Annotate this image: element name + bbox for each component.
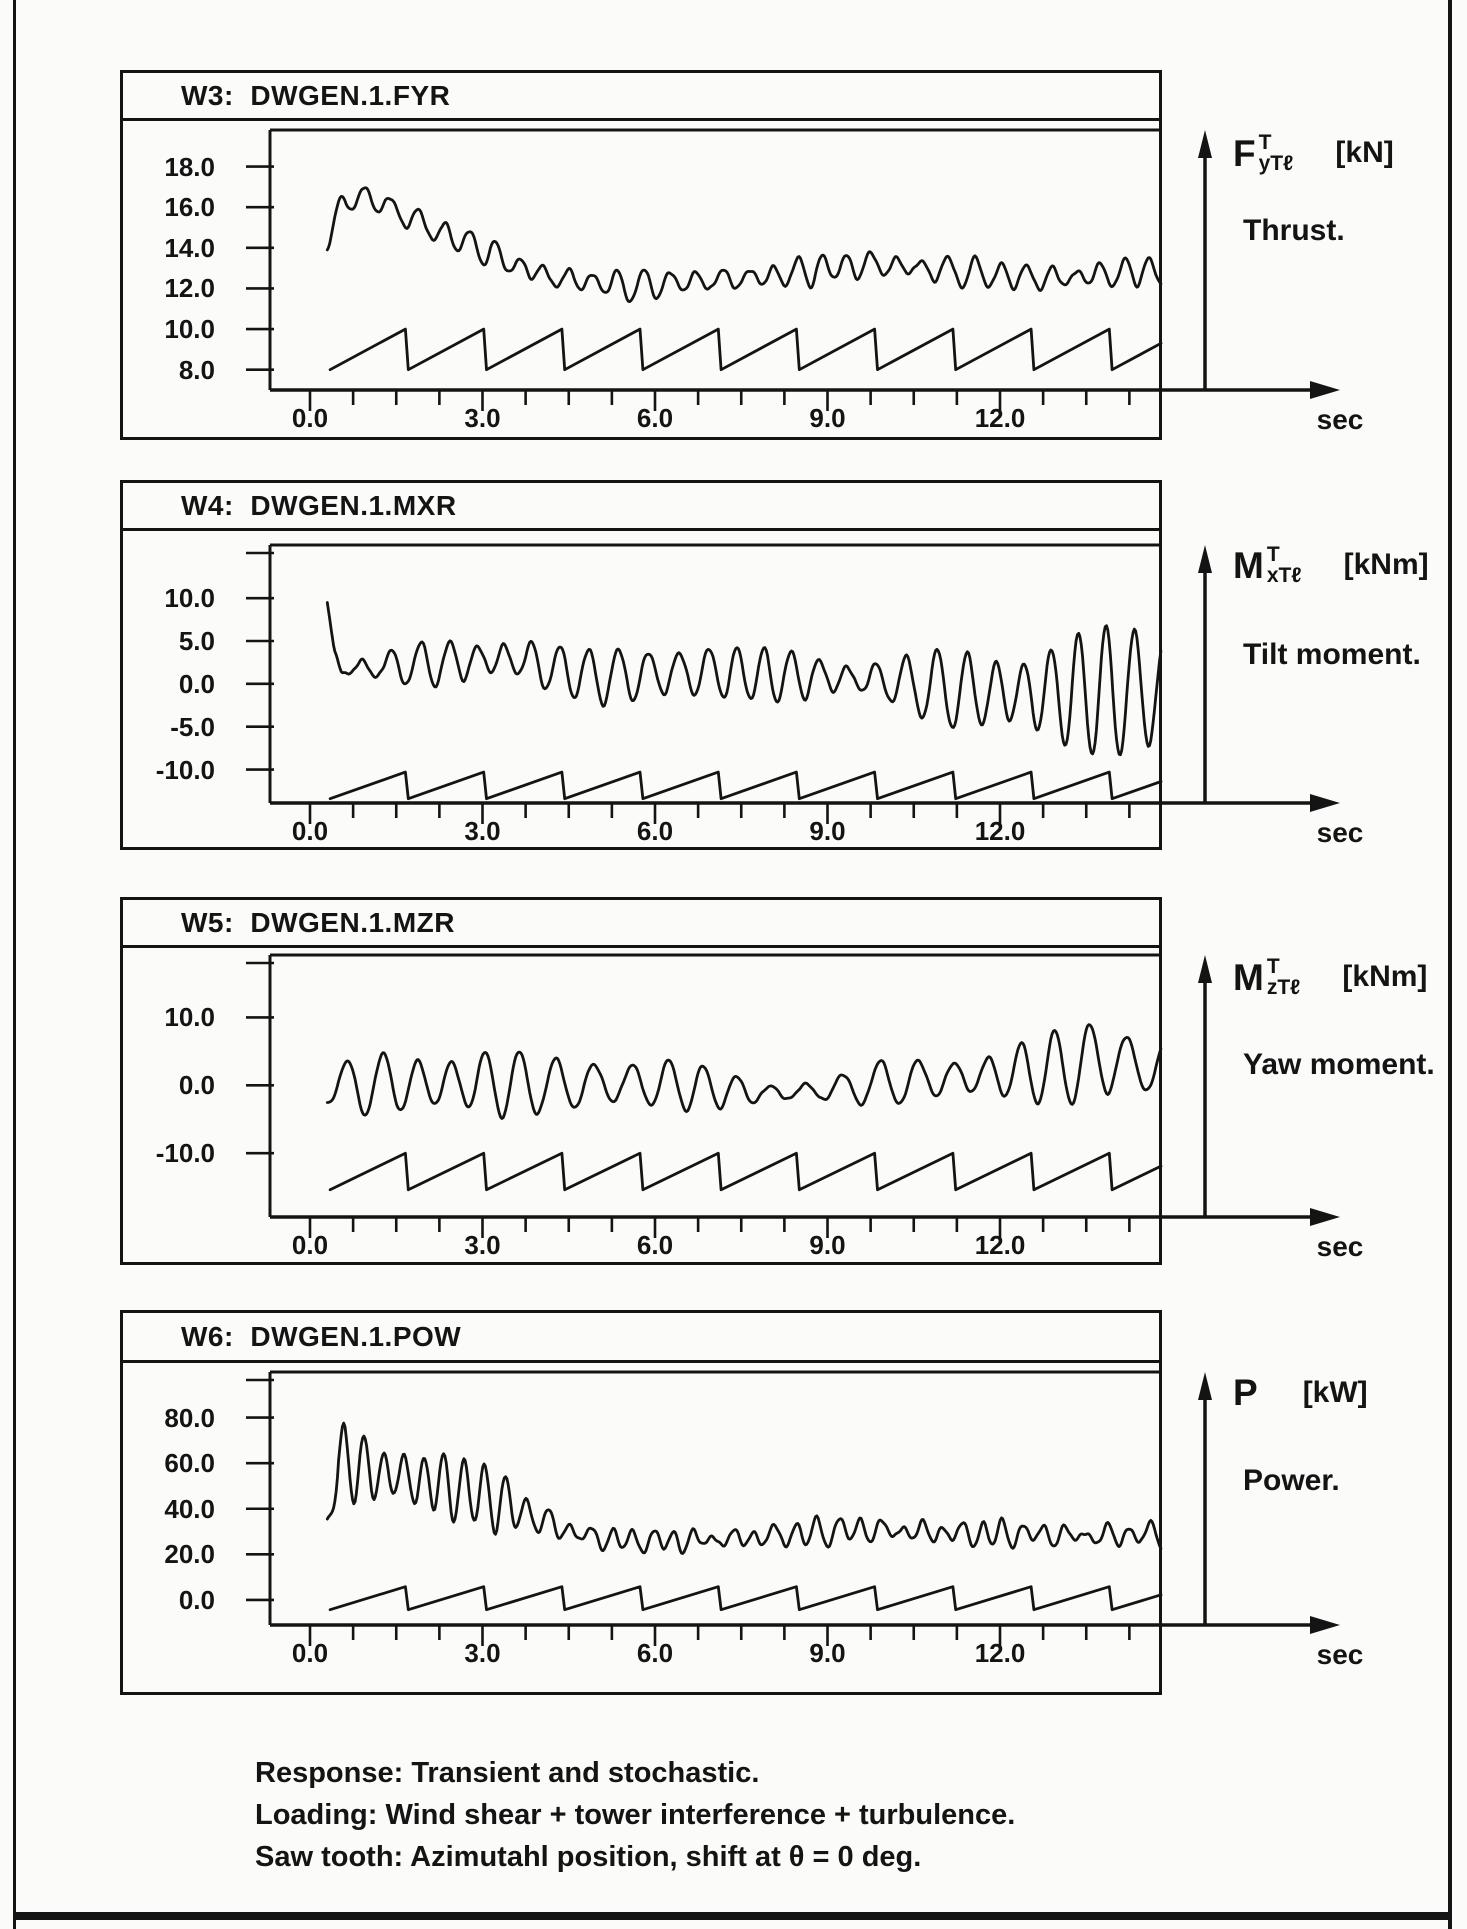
w6-x-tick-label: 12.0 <box>974 1638 1026 1668</box>
w3-y-tick-label: 16.0 <box>164 192 215 223</box>
w6-y-tick-label: 40.0 <box>164 1493 215 1524</box>
w4-x-tick-label: 3.0 <box>464 816 501 846</box>
w5-x-tick-label: 12.0 <box>974 1230 1026 1260</box>
w4-xaxis-unit-label: sec <box>1316 817 1364 848</box>
w5-symbol-base: M <box>1233 956 1264 998</box>
w6-unit-label: [kW] <box>1302 1375 1368 1409</box>
w5-x-tick-label: 9.0 <box>809 1230 846 1260</box>
w6-y-tick-label: 60.0 <box>164 1448 215 1479</box>
w5-y-tick-label: -10.0 <box>155 1138 215 1169</box>
w5-title-bar: W5: DWGEN.1.MZR <box>123 900 1159 948</box>
w6-xaxis-unit-label: sec <box>1316 1639 1364 1670</box>
w4-window-title: W4: DWGEN.1.MXR <box>181 490 457 521</box>
w5-unit-label: [kNm] <box>1342 960 1428 993</box>
w5-x-tick-label: 6.0 <box>636 1230 674 1260</box>
w5-quantity-label: Yaw moment. <box>1243 1048 1435 1081</box>
w6-x-tick-label: 3.0 <box>464 1638 501 1668</box>
w6-window-title: W6: DWGEN.1.POW <box>181 1321 462 1352</box>
w4-y-tick-label: 5.0 <box>178 626 215 656</box>
w3-y-tick-label: 12.0 <box>164 273 215 304</box>
w4-symbol-base: M <box>1233 544 1264 586</box>
w3-axis-label-group: F T yTℓ [kN] <box>1233 132 1394 174</box>
w3-y-tick-label: 14.0 <box>164 232 215 263</box>
w4-title-bar: W4: DWGEN.1.MXR <box>123 483 1159 531</box>
w4-symbol-sub: xTℓ <box>1266 564 1302 587</box>
w4-symbol-stack: T xTℓ <box>1267 544 1302 586</box>
page-border-right <box>1448 0 1452 1929</box>
w3-x-tick-label: 6.0 <box>636 403 674 433</box>
plot-window-w5: W5: DWGEN.1.MZR <box>120 897 1162 1265</box>
w3-title-bar: W3: DWGEN.1.FYR <box>123 73 1159 121</box>
w5-y-tick-label: 10.0 <box>164 1002 215 1033</box>
w4-symbol-sup: T <box>1266 543 1280 566</box>
w4-axis-label-group: M T xTℓ [kNm] <box>1233 544 1429 586</box>
w6-axis-label-group: P [kW] <box>1233 1374 1368 1411</box>
w4-x-tick-label: 9.0 <box>809 816 846 846</box>
w3-y-tick-label: 10.0 <box>164 314 215 345</box>
w4-quantity-label: Tilt moment. <box>1243 638 1421 671</box>
w3-quantity-label: Thrust. <box>1243 214 1345 247</box>
w6-y-tick-label: 80.0 <box>164 1402 215 1433</box>
w5-symbol-sup: T <box>1266 955 1280 978</box>
w3-symbol-base: F <box>1233 132 1256 174</box>
w6-symbol: P [kW] <box>1233 1374 1368 1411</box>
w5-x-tick-label: 3.0 <box>464 1230 501 1260</box>
w3-symbol-stack: T yTℓ <box>1259 132 1294 174</box>
w6-y-tick-label: 0.0 <box>178 1584 215 1615</box>
w4-y-tick-label: 10.0 <box>164 583 215 614</box>
w4-y-tick-label: -10.0 <box>155 754 215 785</box>
caption-line-response: Response: Transient and stochastic. <box>255 1757 760 1789</box>
w5-y-tick-label: 0.0 <box>178 1070 215 1101</box>
w5-symbol-sub: zTℓ <box>1266 976 1301 999</box>
w4-unit-label: [kNm] <box>1343 548 1429 581</box>
caption-line-loading: Loading: Wind shear + tower interference… <box>255 1799 1016 1831</box>
w3-symbol: F T yTℓ [kN] <box>1233 132 1394 174</box>
w5-x-tick-label: 0.0 <box>291 1230 329 1260</box>
w3-window-title: W3: DWGEN.1.FYR <box>181 80 451 111</box>
caption-line-sawtooth: Saw tooth: Azimutahl position, shift at … <box>255 1841 922 1873</box>
w6-y-tick-label: 20.0 <box>164 1539 215 1570</box>
w6-x-tick-label: 9.0 <box>809 1638 846 1668</box>
w3-x-tick-label: 0.0 <box>291 403 329 433</box>
w6-title-bar: W6: DWGEN.1.POW <box>123 1313 1159 1363</box>
w4-x-tick-label: 6.0 <box>636 816 674 846</box>
plot-window-w4: W4: DWGEN.1.MXR <box>120 480 1162 850</box>
w3-unit-label: [kN] <box>1335 136 1394 169</box>
page-border-bottom <box>13 1912 1452 1920</box>
w5-symbol-stack: T zTℓ <box>1267 956 1301 998</box>
w3-y-tick-label: 8.0 <box>178 354 215 385</box>
w6-x-tick-label: 6.0 <box>636 1638 674 1668</box>
w3-xaxis-unit-label: sec <box>1316 404 1364 435</box>
w3-x-tick-label: 9.0 <box>809 403 846 433</box>
w3-symbol-sup: T <box>1258 131 1272 154</box>
w6-quantity-label: Power. <box>1243 1464 1340 1497</box>
plot-window-w3: W3: DWGEN.1.FYR <box>120 70 1162 440</box>
figure-caption: Response: Transient and stochastic. Load… <box>255 1752 1015 1878</box>
page-border-left <box>13 0 16 1929</box>
w6-x-tick-label: 0.0 <box>291 1638 329 1668</box>
w3-y-tick-label: 18.0 <box>164 151 215 182</box>
w3-x-tick-label: 12.0 <box>974 403 1026 433</box>
w5-symbol: M T zTℓ [kNm] <box>1233 956 1427 998</box>
w6-symbol-base: P <box>1233 1372 1258 1413</box>
w5-axis-label-group: M T zTℓ [kNm] <box>1233 956 1427 998</box>
w4-symbol: M T xTℓ [kNm] <box>1233 544 1429 586</box>
w4-x-tick-label: 0.0 <box>291 816 329 846</box>
w4-y-tick-label: 0.0 <box>178 668 215 699</box>
w5-window-title: W5: DWGEN.1.MZR <box>181 907 455 938</box>
w4-y-tick-label: -5.0 <box>170 711 215 742</box>
w4-x-tick-label: 12.0 <box>974 816 1026 846</box>
w5-xaxis-unit-label: sec <box>1316 1231 1364 1262</box>
w3-symbol-sub: yTℓ <box>1258 152 1294 175</box>
w3-x-tick-label: 3.0 <box>464 403 501 433</box>
